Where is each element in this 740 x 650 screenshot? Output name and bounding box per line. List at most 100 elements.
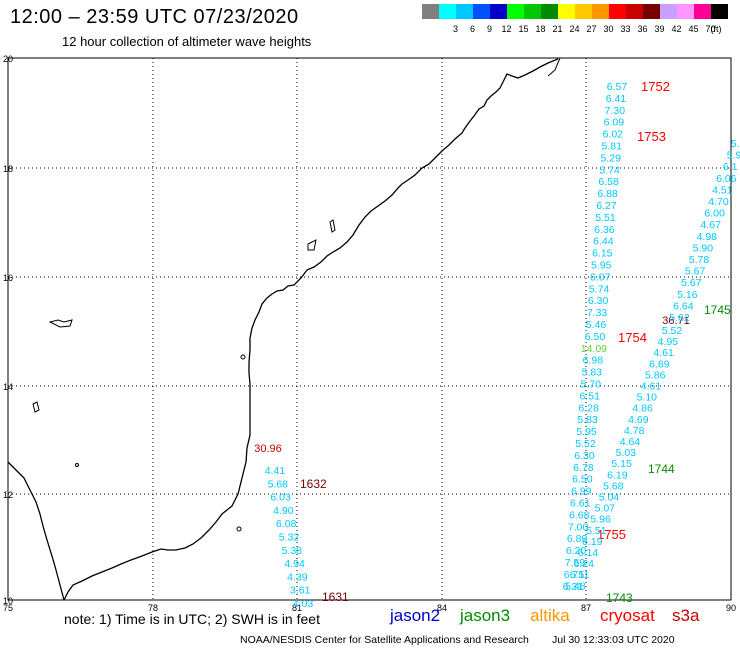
- legend-swatch: [626, 4, 643, 19]
- legend-swatch: [439, 4, 456, 19]
- legend-swatch: [524, 4, 541, 19]
- legend-label: 12: [501, 24, 512, 34]
- wave-height-value: 6.19: [607, 469, 628, 481]
- wave-height-value: 5.68: [603, 480, 624, 492]
- pass-time-label: 1743: [606, 591, 633, 605]
- wave-height-value: 7.30: [605, 105, 626, 117]
- wave-height-value: 5.10: [637, 392, 658, 404]
- wave-height-value: 5.81: [602, 141, 623, 153]
- latitude-label: 16: [3, 273, 13, 283]
- legend-label: 6: [469, 24, 475, 34]
- wave-height-value: 5.95: [591, 260, 612, 272]
- wave-height-value: 5.62: [669, 312, 690, 324]
- wave-height-value: 5.51: [595, 212, 616, 224]
- wave-height-value: 4.64: [620, 436, 641, 448]
- island-dot: [236, 526, 242, 532]
- legend-swatch: [473, 4, 490, 19]
- wave-height-outlier: 30.96: [254, 443, 282, 455]
- legend-swatch: [694, 4, 711, 19]
- wave-height-value: 6.09: [604, 117, 625, 129]
- legend-swatch: [558, 4, 575, 19]
- wave-height-value: 6.27: [596, 200, 617, 212]
- wave-height-value: 6.24: [574, 558, 595, 570]
- wave-height-value: 6.00: [704, 208, 725, 220]
- legend-label: 30: [603, 24, 614, 34]
- wave-height-value: 4.90: [273, 505, 294, 517]
- legend-label: 21: [552, 24, 563, 34]
- legend-swatch: [592, 4, 609, 19]
- wave-height-value: 5.15: [611, 458, 632, 470]
- page-title: 12:00 – 23:59 UTC 07/23/2020: [10, 6, 299, 28]
- wave-height-value: 5.78: [689, 254, 710, 266]
- legend-swatch: [507, 4, 524, 19]
- wave-height-value: 6.06: [716, 173, 737, 185]
- pass-time-label: 1755: [597, 527, 626, 542]
- wave-height-value: 6.89: [567, 533, 588, 545]
- wave-height-value: 7.33: [587, 307, 608, 319]
- wave-height-value: 4.70: [708, 196, 729, 208]
- wave-height-value: 5.51: [586, 525, 607, 537]
- legend-swatch: [490, 4, 507, 19]
- legend-label: 42: [671, 24, 682, 34]
- wave-height-value: 6.41: [606, 93, 627, 105]
- wave-height-value: 5.83: [582, 367, 603, 379]
- satellite-label-jason3: jason3: [460, 606, 511, 625]
- wave-height-value: 5.32: [279, 532, 300, 544]
- wave-height-value: 4.78: [624, 425, 645, 437]
- wave-height-value: 6.51: [579, 390, 600, 402]
- legend-swatch: [660, 4, 677, 19]
- wave-height-value: 6.28: [578, 402, 599, 414]
- wave-height-value: 5.07: [595, 503, 616, 515]
- wave-height-value: 5.9: [727, 150, 740, 162]
- wave-height-value: 6.44: [593, 236, 614, 248]
- wave-height-value: 6.02: [603, 129, 624, 141]
- wave-height-value: 6.30: [588, 295, 609, 307]
- longitude-label: 78: [148, 603, 158, 613]
- pass-time-label: 1754: [618, 330, 647, 345]
- wave-height-value: 4.98: [697, 231, 718, 243]
- footnote: note: 1) Time is in UTC; 2) SWH is in fe…: [64, 611, 320, 627]
- wave-height-value: 6.14: [578, 547, 599, 559]
- legend-unit: (ft): [710, 24, 722, 34]
- wave-height-value: 4.39: [287, 571, 308, 583]
- wave-height-value: 4.61: [653, 347, 674, 359]
- map-frame: [7, 57, 732, 601]
- sri-lanka-coastline: [7, 461, 65, 601]
- wave-height-value: 4.03: [293, 598, 314, 610]
- wave-height-value: 5.83: [577, 414, 598, 426]
- wave-height-value: 4.61: [641, 381, 662, 393]
- longitude-label: 81: [292, 603, 302, 613]
- wave-height-value: 6.88: [597, 188, 618, 200]
- wave-height-value: 5.95: [576, 426, 597, 438]
- longitude-label: 87: [581, 603, 591, 613]
- legend-label: 18: [535, 24, 546, 34]
- pass-time-label: 1745: [704, 303, 731, 317]
- wave-height-value: 6.99: [571, 486, 592, 498]
- pass-time-label: 1631: [322, 590, 349, 604]
- pass-time-label: 1753: [637, 129, 666, 144]
- wave-height-value: 4.95: [658, 336, 679, 348]
- coast-detail: [547, 57, 561, 77]
- pass-time-label: 1752: [641, 79, 670, 94]
- island-shape: [32, 401, 40, 413]
- legend-label: 33: [620, 24, 631, 34]
- legend-label: 45: [688, 24, 699, 34]
- satellite-label-s3a: s3a: [672, 606, 700, 625]
- legend-label: 36: [637, 24, 648, 34]
- legend-label: 27: [586, 24, 597, 34]
- wave-height-value: 6.1: [723, 161, 738, 173]
- wave-height-value: 6.98: [583, 355, 604, 367]
- satellite-label-altika: altika: [530, 606, 570, 625]
- wave-height-value: 6.07: [590, 271, 611, 283]
- generation-timestamp: Jul 30 12:33:03 UTC 2020: [552, 634, 675, 646]
- wave-height-value: 6.11: [570, 569, 590, 581]
- legend-label: 9: [486, 24, 492, 34]
- wave-height-value: 7.00: [568, 521, 589, 533]
- wave-height-value: 5.29: [600, 152, 621, 164]
- wave-height-value: 5.04: [599, 492, 620, 504]
- wave-height-value: 5.46: [586, 319, 607, 331]
- wave-height-value: 5.48: [565, 580, 586, 592]
- legend-swatch: [711, 4, 728, 19]
- pass-time-label: 1632: [300, 477, 327, 491]
- satellite-label-cryosat: cryosat: [600, 606, 655, 625]
